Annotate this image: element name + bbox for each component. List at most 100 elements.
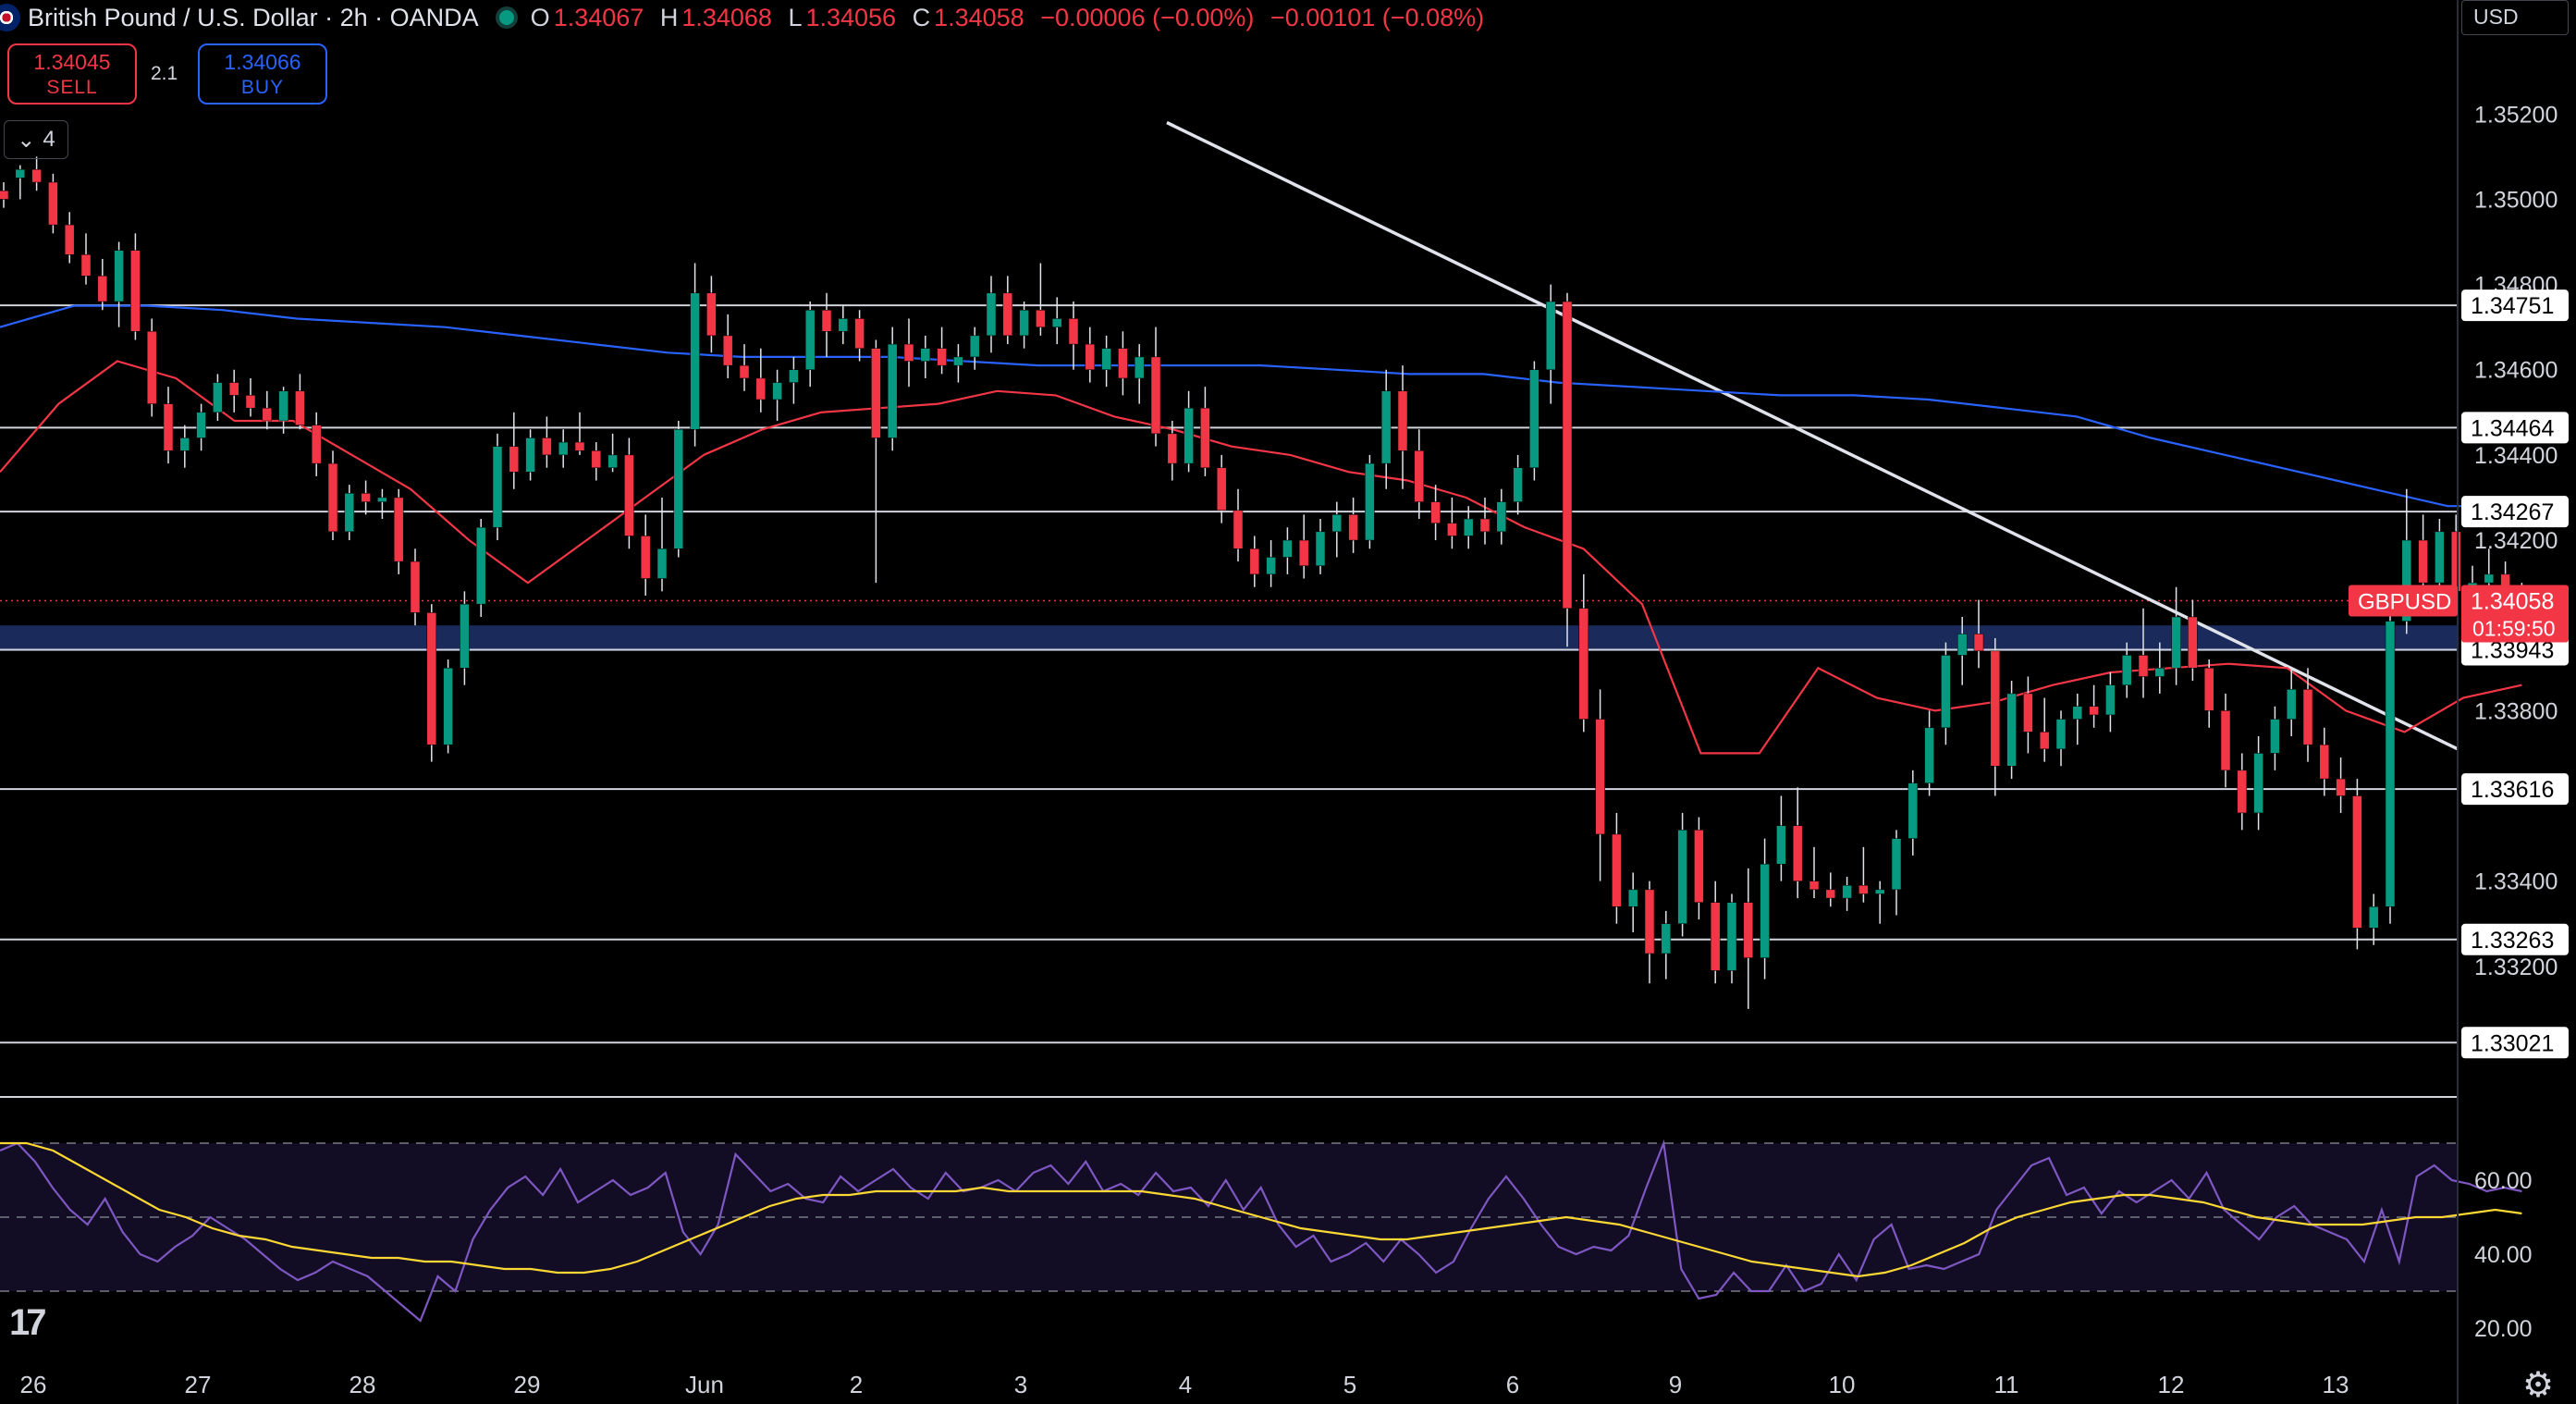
last-price-label: 1.34058 [2471,588,2554,614]
candle-body [2270,719,2280,754]
tradingview-logo-icon[interactable]: 17 [9,1302,46,1343]
indicators-toggle-button[interactable]: ⌄ 4 [4,120,68,159]
bullish-candle [887,326,898,451]
candle-body [821,309,832,332]
price-tick-label: 1.35000 [2474,187,2558,213]
bullish-candle [656,497,668,592]
candle-body [1380,390,1392,464]
bearish-candle [1298,514,1309,579]
candle-body [920,348,931,362]
candle-body [245,395,256,409]
bullish-candle [1266,540,1276,587]
candle-body [2006,693,2017,767]
bearish-candle [2302,668,2313,762]
gear-icon[interactable]: ⚙ [2522,1366,2555,1404]
bearish-candle [295,374,305,430]
candle-body [1184,407,1194,464]
sell-button[interactable]: 1.34045 SELL [7,43,137,105]
currency-selector[interactable]: USD [2461,0,2569,35]
bullish-candle [377,488,387,520]
candle-body [755,377,767,400]
bullish-candle [1051,297,1062,345]
bearish-candle [426,604,437,762]
bearish-candle [2237,753,2248,831]
bullish-candle [1627,872,1638,932]
bullish-candle [525,429,535,481]
candle-body [1710,902,1721,971]
candle-body [1414,450,1425,502]
rsi-tick-label: 60.00 [2474,1168,2533,1194]
bearish-candle [1792,787,1803,899]
bearish-candle [1430,485,1441,541]
market-status-icon [498,10,514,25]
candle-body [361,493,371,502]
candle-body [1282,539,1293,558]
time-tick-label: 9 [1669,1371,1682,1398]
time-tick-label: 2 [850,1371,863,1398]
time-tick-label: 3 [1014,1371,1027,1398]
candle-body [1694,830,1704,903]
candle-body [262,407,273,422]
candle-body [228,382,239,396]
time-tick-label: 13 [2323,1371,2349,1398]
bearish-candle [722,314,733,378]
sell-price: 1.34045 [33,50,111,74]
bullish-candle [690,263,700,447]
rsi-line [0,1139,2522,1323]
bearish-candle [64,212,75,264]
candle-body [2418,539,2428,584]
candle-body [1167,433,1178,464]
candle-body [1957,634,1968,656]
bearish-candle [1118,331,1128,396]
bearish-candle [1973,599,1984,669]
bearish-candle [48,173,58,234]
bullish-candle [2105,671,2116,733]
candle-body [475,526,486,605]
candle-body [2435,531,2445,584]
bearish-candle [2023,676,2033,754]
price-tick-label: 1.33800 [2474,698,2558,724]
bullish-candle [2286,668,2297,736]
bullish-candle [1842,877,1852,911]
candle-body [1085,343,1096,370]
candle-body [1990,650,2001,767]
price-tick-label: 1.35200 [2474,102,2558,128]
candle-body [15,168,26,179]
price-tick-label: 1.34400 [2474,443,2558,469]
bullish-candle [460,591,470,685]
symbol-title[interactable]: British Pound / U.S. Dollar · 2h · OANDA [28,3,479,31]
level-price-tag [2461,289,2569,322]
bearish-candle [2188,599,2198,682]
bearish-candle [739,344,750,391]
candle-body [854,318,865,349]
candle-body [690,292,700,430]
bullish-candle [1776,795,1786,881]
bullish-candle [558,429,569,468]
candle-body [739,364,750,379]
bearish-candle [2203,659,2214,728]
bullish-candle [1677,812,1687,937]
trendline [1166,120,2459,751]
candle-body [213,382,223,413]
bullish-candle [475,519,486,617]
bearish-candle [327,450,338,541]
bullish-candle [1496,488,1507,545]
bullish-candle [1545,284,1556,404]
bullish-candle [2055,710,2067,767]
candle-body [2253,753,2263,814]
buy-button[interactable]: 1.34066 BUY [198,43,327,105]
rsi-ma-line [0,1141,2522,1278]
bullish-candle [278,387,288,434]
bearish-candle [1825,872,1836,907]
candle-body [1002,292,1013,337]
bearish-candle [1348,497,1358,553]
bearish-candle [2089,684,2099,728]
candle-body [706,292,717,337]
rsi-tick-label: 40.00 [2474,1242,2533,1268]
bearish-candle [245,377,256,417]
bearish-candle [1216,454,1227,523]
candle-body [1726,902,1737,971]
bearish-candle [706,276,717,353]
candle-body [1792,825,1803,881]
